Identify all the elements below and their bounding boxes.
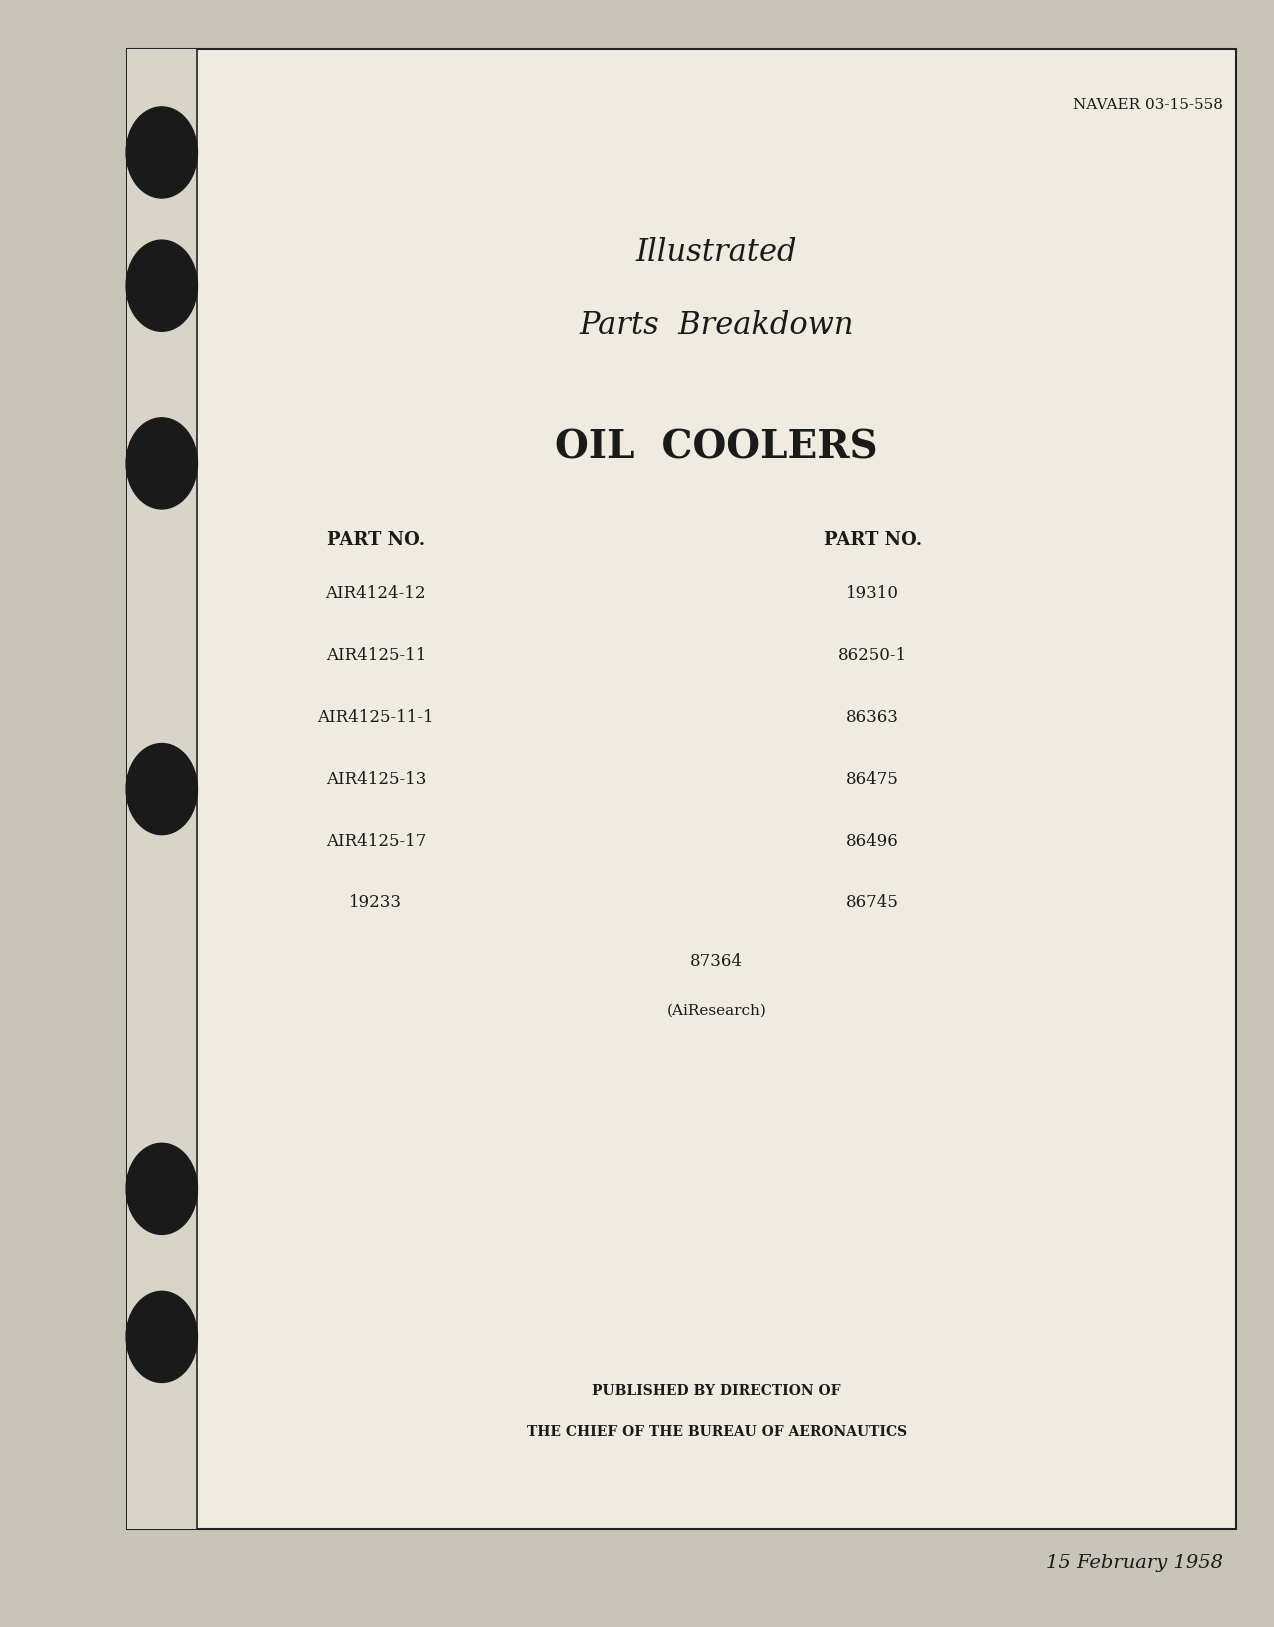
Text: 86475: 86475 — [846, 771, 899, 787]
Text: OIL  COOLERS: OIL COOLERS — [555, 428, 878, 467]
Text: 87364: 87364 — [691, 953, 743, 970]
Circle shape — [126, 241, 197, 332]
Text: 86250-1: 86250-1 — [838, 648, 907, 664]
Circle shape — [126, 744, 197, 835]
Text: AIR4125-11-1: AIR4125-11-1 — [317, 709, 434, 726]
Text: NAVAER 03-15-558: NAVAER 03-15-558 — [1073, 98, 1223, 112]
Text: THE CHIEF OF THE BUREAU OF AERONAUTICS: THE CHIEF OF THE BUREAU OF AERONAUTICS — [526, 1425, 907, 1438]
Text: Illustrated: Illustrated — [636, 236, 798, 268]
Text: 19310: 19310 — [846, 586, 899, 602]
Circle shape — [126, 107, 197, 198]
Text: PART NO.: PART NO. — [326, 530, 426, 550]
Text: AIR4125-11: AIR4125-11 — [326, 648, 426, 664]
Text: Parts  Breakdown: Parts Breakdown — [580, 309, 854, 342]
Text: AIR4125-17: AIR4125-17 — [326, 833, 426, 849]
Circle shape — [126, 418, 197, 509]
Text: (AiResearch): (AiResearch) — [666, 1004, 767, 1017]
Text: 86363: 86363 — [846, 709, 899, 726]
Text: 86745: 86745 — [846, 895, 899, 911]
Text: 86496: 86496 — [846, 833, 899, 849]
Text: AIR4124-12: AIR4124-12 — [326, 586, 426, 602]
Text: PUBLISHED BY DIRECTION OF: PUBLISHED BY DIRECTION OF — [592, 1385, 841, 1398]
Text: AIR4125-13: AIR4125-13 — [326, 771, 426, 787]
Circle shape — [126, 1144, 197, 1235]
Text: 19233: 19233 — [349, 895, 403, 911]
FancyBboxPatch shape — [127, 49, 1236, 1529]
Text: 15 February 1958: 15 February 1958 — [1046, 1554, 1223, 1572]
Text: PART NO.: PART NO. — [823, 530, 922, 550]
Circle shape — [126, 1292, 197, 1383]
Bar — [127, 49, 197, 1529]
